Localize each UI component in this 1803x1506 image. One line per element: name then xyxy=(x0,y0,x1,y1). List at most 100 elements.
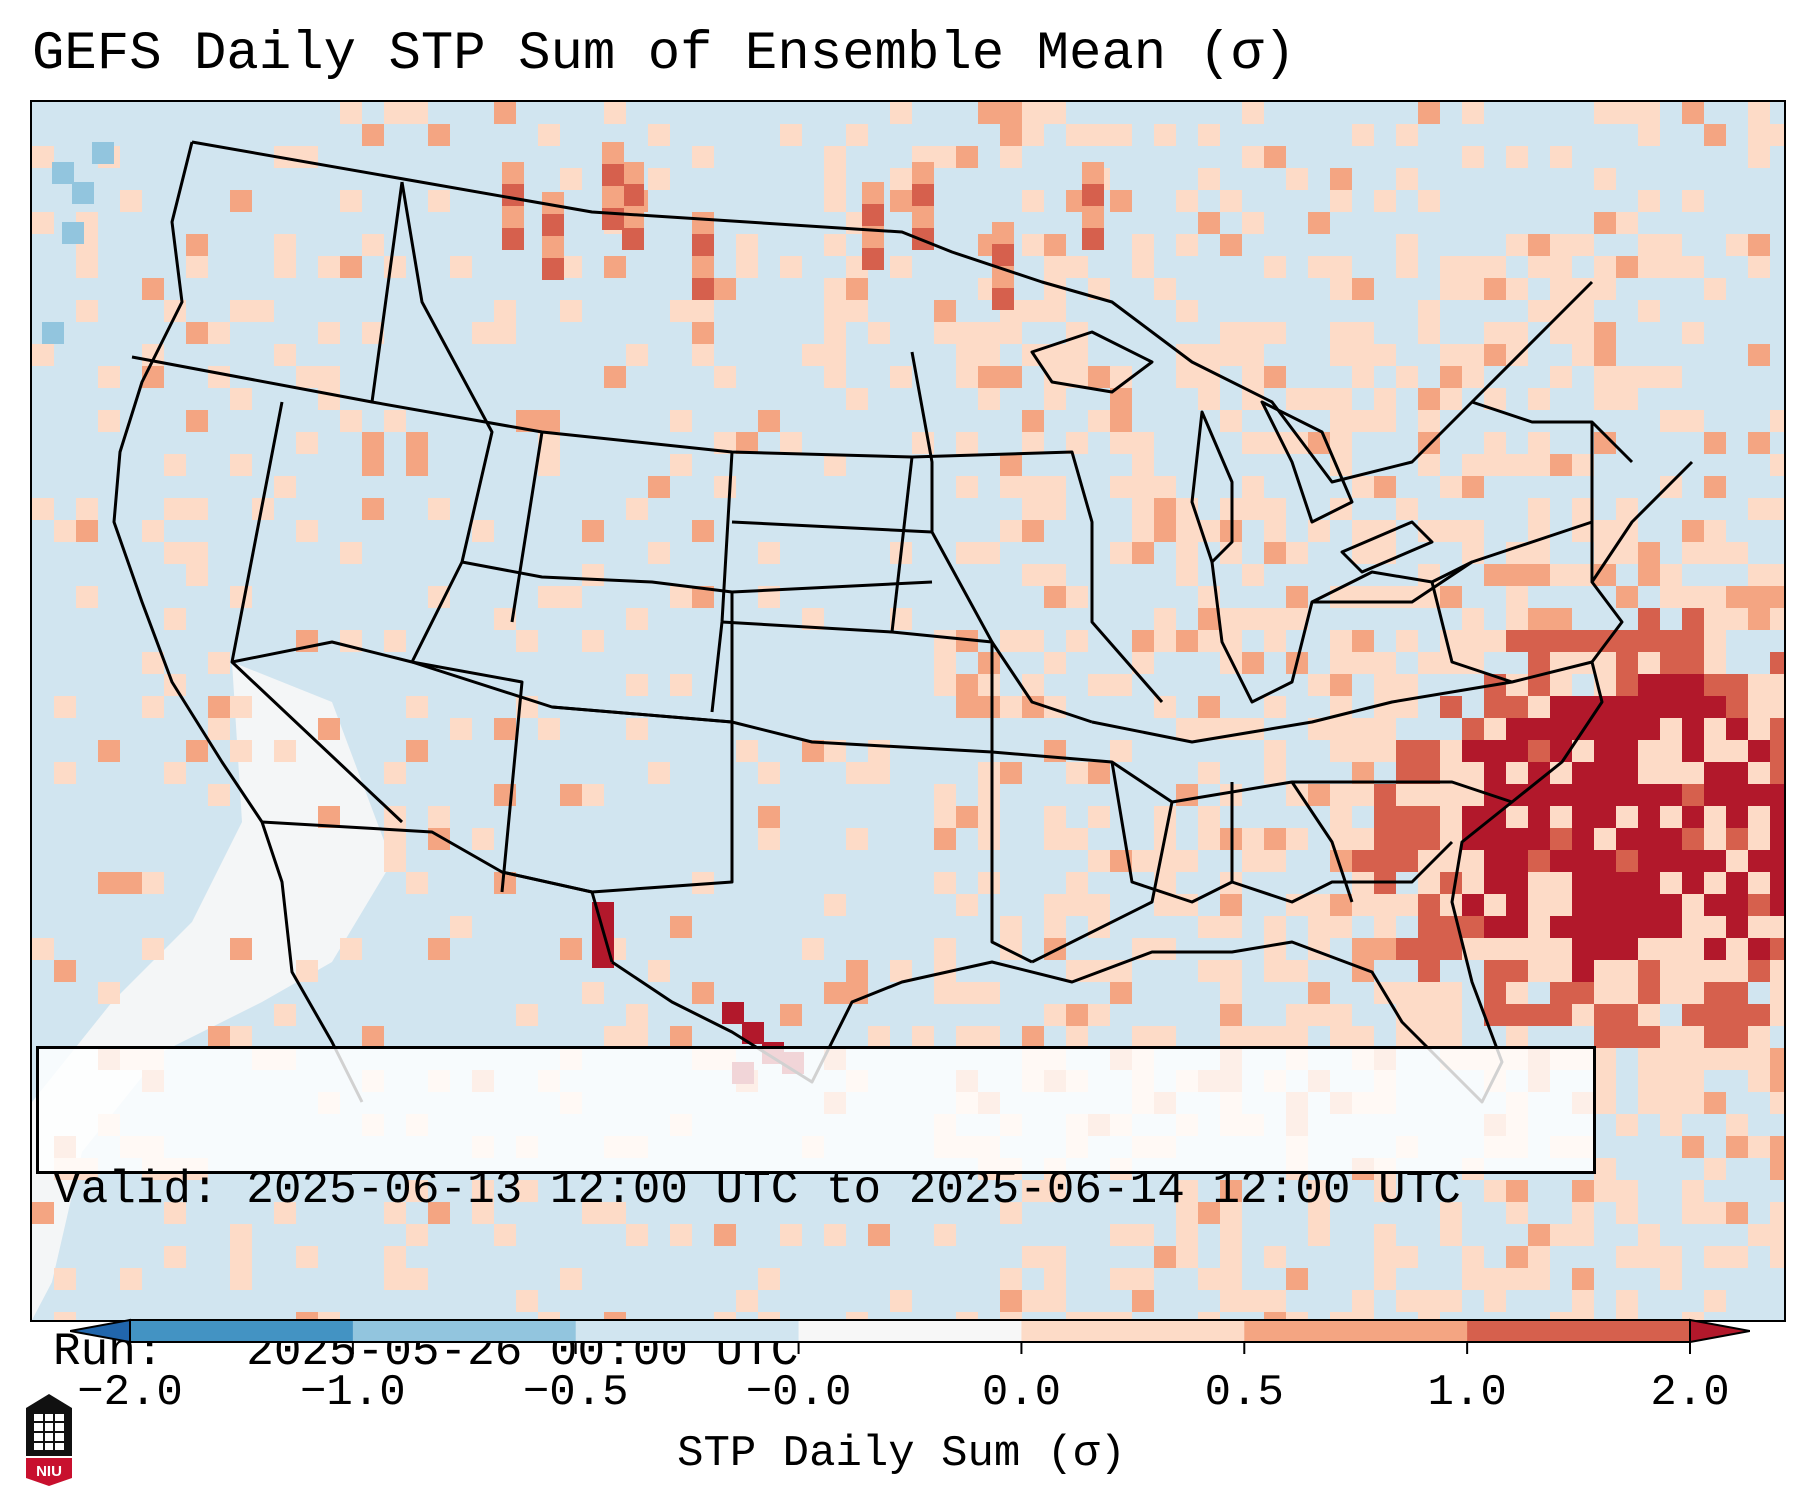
anomaly-cell xyxy=(560,300,582,322)
anomaly-cell xyxy=(934,630,956,652)
anomaly-cell xyxy=(1682,1070,1704,1092)
anomaly-cell xyxy=(1704,674,1726,696)
anomaly-cell xyxy=(1770,498,1784,520)
anomaly-cell xyxy=(1374,894,1396,916)
anomaly-cell xyxy=(1418,916,1440,938)
anomaly-cell xyxy=(1682,916,1704,938)
anomaly-cell xyxy=(1770,938,1784,960)
anomaly-cell xyxy=(824,190,846,212)
anomaly-cell xyxy=(406,454,428,476)
anomaly-cell xyxy=(1154,124,1176,146)
anomaly-cell xyxy=(1682,674,1704,696)
anomaly-cell xyxy=(340,256,362,278)
anomaly-cell xyxy=(1638,674,1660,696)
anomaly-cell xyxy=(1660,1092,1682,1114)
anomaly-cell xyxy=(1374,784,1396,806)
anomaly-cell xyxy=(978,828,1000,850)
anomaly-cell xyxy=(1220,982,1242,1004)
anomaly-cell xyxy=(1352,762,1374,784)
anomaly-cell xyxy=(428,124,450,146)
anomaly-cell xyxy=(1484,872,1506,894)
boundaries xyxy=(112,140,1694,1104)
anomaly-cell xyxy=(604,256,626,278)
anomaly-cell xyxy=(1660,784,1682,806)
anomaly-cell xyxy=(1550,454,1572,476)
anomaly-cell xyxy=(72,182,94,204)
anomaly-cell xyxy=(1594,212,1616,234)
anomaly-cell xyxy=(846,300,868,322)
anomaly-cell xyxy=(1638,630,1660,652)
anomaly-cell xyxy=(406,102,428,124)
anomaly-cell xyxy=(1704,828,1726,850)
anomaly-cell xyxy=(1418,1004,1440,1026)
anomaly-cell xyxy=(1132,1290,1154,1312)
anomaly-cell xyxy=(1022,630,1044,652)
anomaly-cell xyxy=(1550,762,1572,784)
anomaly-cell xyxy=(956,1312,978,1320)
anomaly-cell xyxy=(1726,1026,1748,1048)
anomaly-cell xyxy=(824,322,846,344)
anomaly-cell xyxy=(978,652,1000,674)
anomaly-cell xyxy=(1418,740,1440,762)
anomaly-cell xyxy=(1770,1048,1784,1070)
anomaly-cell xyxy=(1528,652,1550,674)
anomaly-cell xyxy=(1440,938,1462,960)
anomaly-cell xyxy=(956,674,978,696)
anomaly-cell xyxy=(1352,894,1374,916)
anomaly-cell xyxy=(1440,366,1462,388)
anomaly-cell xyxy=(428,498,450,520)
anomaly-cell xyxy=(780,256,802,278)
anomaly-cell xyxy=(934,938,956,960)
anomaly-cell xyxy=(1242,608,1264,630)
anomaly-cell xyxy=(494,718,516,740)
anomaly-cell xyxy=(230,696,252,718)
anomaly-cell xyxy=(1594,278,1616,300)
anomaly-cell xyxy=(1044,586,1066,608)
anomaly-cell xyxy=(1154,872,1176,894)
anomaly-cell xyxy=(1242,102,1264,124)
anomaly-cell xyxy=(1704,1202,1726,1224)
anomaly-cell xyxy=(978,388,1000,410)
anomaly-cell xyxy=(1396,828,1418,850)
anomaly-cell xyxy=(1704,740,1726,762)
anomaly-cell xyxy=(1396,1246,1418,1268)
anomaly-cell xyxy=(802,938,824,960)
anomaly-cell xyxy=(626,674,648,696)
anomaly-cell xyxy=(54,960,76,982)
anomaly-cell xyxy=(1572,1268,1594,1290)
anomaly-cell xyxy=(1660,564,1682,586)
anomaly-cell xyxy=(406,1180,428,1202)
anomaly-cell xyxy=(1770,718,1784,740)
anomaly-cell xyxy=(1044,1290,1066,1312)
anomaly-cell xyxy=(626,1224,648,1246)
anomaly-cell xyxy=(1704,520,1726,542)
anomaly-cell xyxy=(978,1026,1000,1048)
anomaly-cell xyxy=(1704,1026,1726,1048)
anomaly-cell xyxy=(208,322,230,344)
anomaly-cell xyxy=(1594,1180,1616,1202)
anomaly-cell xyxy=(1330,256,1352,278)
anomaly-cell xyxy=(1264,762,1286,784)
anomaly-cell xyxy=(1374,828,1396,850)
anomaly-cell xyxy=(1682,630,1704,652)
anomaly-cell xyxy=(164,542,186,564)
anomaly-cell xyxy=(340,410,362,432)
anomaly-cell xyxy=(1550,872,1572,894)
anomaly-cell xyxy=(1550,366,1572,388)
anomaly-cell xyxy=(1440,762,1462,784)
anomaly-cell xyxy=(1528,850,1550,872)
anomaly-cell xyxy=(384,630,406,652)
anomaly-cell xyxy=(1132,454,1154,476)
anomaly-cell xyxy=(1748,586,1770,608)
anomaly-cell xyxy=(1352,1312,1374,1320)
anomaly-cell xyxy=(1484,960,1506,982)
anomaly-cell xyxy=(824,740,846,762)
anomaly-cell xyxy=(622,184,644,206)
anomaly-cell xyxy=(846,762,868,784)
anomaly-cell xyxy=(1044,300,1066,322)
anomaly-cell xyxy=(714,278,736,300)
anomaly-cell xyxy=(1770,828,1784,850)
anomaly-cell xyxy=(1528,454,1550,476)
anomaly-cell xyxy=(1352,520,1374,542)
anomaly-cell xyxy=(1638,1026,1660,1048)
